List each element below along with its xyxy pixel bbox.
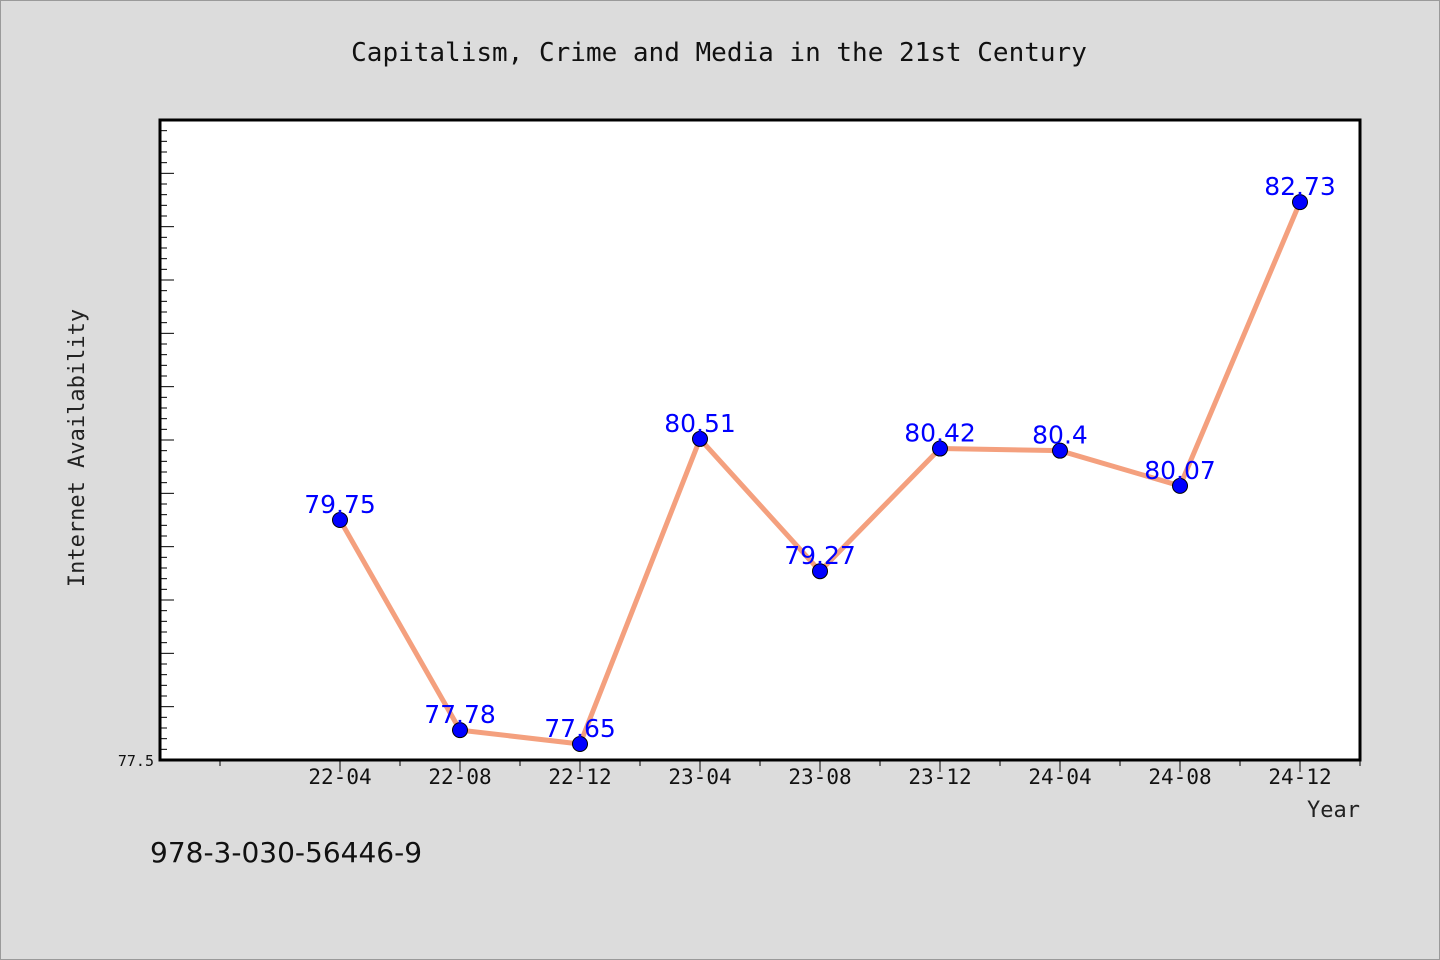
x-tick-label: 24-12 bbox=[1268, 765, 1331, 789]
x-tick-label: 24-08 bbox=[1148, 765, 1211, 789]
data-label: 80.07 bbox=[1144, 456, 1216, 485]
data-point bbox=[932, 440, 948, 457]
data-point bbox=[812, 563, 828, 580]
x-tick-label: 22-04 bbox=[308, 765, 371, 789]
x-tick-label: 23-12 bbox=[908, 765, 971, 789]
data-label: 82.73 bbox=[1264, 172, 1336, 201]
y-axis-title: Internet Availability bbox=[65, 309, 90, 587]
data-label: 80.42 bbox=[904, 419, 976, 448]
data-label: 80.4 bbox=[1032, 421, 1088, 450]
y-tick-label: 77.5 bbox=[118, 752, 154, 770]
data-point bbox=[452, 722, 468, 739]
series-group: 79.75 77.78 77.65 80.51 79.27 80.42 80.4 80.07 8… bbox=[304, 172, 1336, 752]
x-tick-label: 22-12 bbox=[548, 765, 611, 789]
x-tick-label: 23-08 bbox=[788, 765, 851, 789]
data-point bbox=[1292, 194, 1308, 211]
isbn-label: 978-3-030-56446-9 bbox=[150, 836, 423, 869]
data-point bbox=[692, 430, 708, 447]
data-point bbox=[1172, 477, 1188, 494]
data-label: 77.65 bbox=[544, 714, 616, 743]
data-label: 79.75 bbox=[304, 490, 376, 519]
x-axis-ticks: 22-04 22-08 22-12 23-04 23-08 23-12 24-04 24-08… bbox=[219, 760, 1361, 789]
x-tick-label: 22-08 bbox=[428, 765, 491, 789]
x-axis-title: Year bbox=[1307, 798, 1360, 823]
x-tick-label: 23-04 bbox=[668, 765, 731, 789]
data-point bbox=[332, 512, 348, 528]
plot-area bbox=[158, 118, 1362, 762]
data-label: 80.51 bbox=[664, 409, 736, 438]
y-axis-ticks: 77.5 bbox=[118, 119, 174, 770]
data-label: 77.78 bbox=[424, 700, 496, 729]
data-label: 79.27 bbox=[784, 541, 856, 570]
chart-title: Capitalism, Crime and Media in the 21st … bbox=[351, 38, 1087, 68]
data-point bbox=[1052, 442, 1068, 459]
data-point bbox=[572, 736, 588, 752]
x-tick-label: 24-04 bbox=[1028, 765, 1091, 789]
